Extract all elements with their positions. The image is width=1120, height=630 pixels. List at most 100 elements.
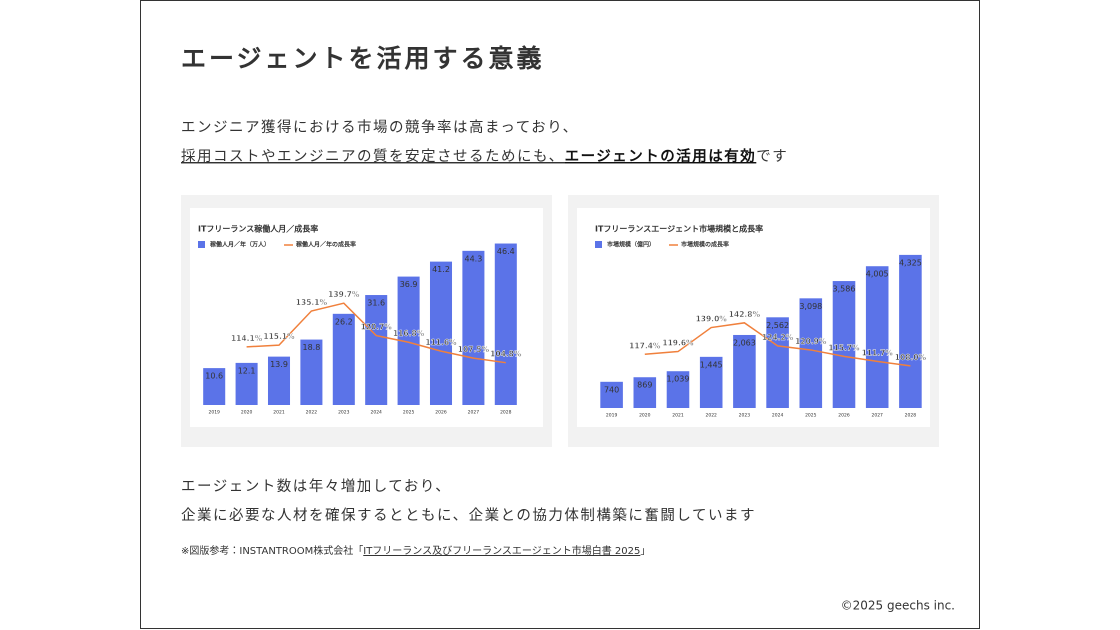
line-label: 104.8%	[490, 350, 522, 359]
line-label: 139.7%	[328, 290, 360, 299]
line-label: 142.8%	[729, 310, 761, 319]
bar	[397, 276, 420, 405]
body-line: エージェント数は年々増加しており、	[181, 478, 451, 495]
source: ※図版参考：INSTANTROOM株式会社「ITフリーランス及びフリーランスエー…	[181, 544, 650, 557]
x-tick-label: 2021	[273, 410, 285, 416]
bar-label: 2,562	[766, 321, 789, 330]
x-tick-label: 2027	[468, 410, 480, 416]
line-label: 135.1%	[296, 298, 328, 307]
bar	[332, 313, 355, 405]
line-label: 107.5%	[458, 345, 490, 354]
bar-label: 1,445	[700, 360, 723, 369]
bar-label: 18.8	[302, 343, 320, 352]
bar	[865, 266, 889, 408]
bar-label: 1,039	[667, 375, 690, 384]
x-tick-label: 2025	[805, 413, 817, 419]
chart-title: ITフリーランス稼働人月／成長率	[198, 224, 318, 234]
source-link: ITフリーランス及びフリーランスエージェント市場白書 2025	[363, 544, 640, 557]
x-tick-label: 2025	[403, 410, 415, 416]
lead-text: 採用コストやエンジニアの質を安定させるためにも、	[181, 147, 565, 165]
line-label: 117.4%	[629, 341, 661, 350]
bar	[365, 295, 388, 405]
line-label: 124.2%	[762, 333, 794, 342]
line-label: 108.0%	[895, 353, 927, 362]
x-tick-label: 2028	[500, 410, 512, 416]
bar	[203, 368, 226, 405]
line-label: 115.7%	[828, 343, 860, 352]
x-tick-label: 2022	[705, 413, 717, 419]
line-label: 115.1%	[263, 332, 295, 341]
bar	[267, 356, 291, 405]
legend-label: 稼働人月／年の成長率	[296, 241, 356, 249]
line-label: 120.7%	[361, 323, 393, 332]
bar-label: 2,063	[733, 338, 756, 347]
bar	[494, 243, 517, 405]
line-label: 139.0%	[696, 315, 728, 324]
bar-label: 13.9	[270, 360, 288, 369]
x-tick-label: 2026	[435, 410, 447, 416]
bar-label: 10.6	[205, 372, 223, 381]
bar-label: 44.3	[464, 254, 482, 263]
line-label: 114.1%	[231, 334, 263, 343]
bar-label: 36.9	[400, 280, 418, 289]
line-label: 120.9%	[795, 337, 827, 346]
bar-label: 3,098	[799, 302, 822, 311]
legend-swatch	[595, 241, 602, 248]
bar-label: 26.2	[335, 317, 353, 326]
source-text: ※図版参考：INSTANTROOM株式会社「	[181, 544, 363, 557]
x-tick-label: 2024	[772, 413, 784, 419]
bar-label: 3,586	[833, 285, 856, 294]
x-tick-label: 2026	[838, 413, 850, 419]
bar	[899, 254, 922, 408]
line-label: 111.6%	[425, 338, 457, 347]
bar-label: 4,005	[866, 270, 889, 279]
legend-label: 市場規模の成長率	[681, 241, 729, 249]
bar	[799, 298, 823, 408]
x-tick-label: 2019	[606, 413, 618, 419]
x-tick-label: 2027	[871, 413, 883, 419]
bar-label: 41.2	[432, 265, 450, 274]
line	[644, 322, 911, 367]
x-tick-label: 2028	[905, 413, 917, 419]
bar	[300, 339, 323, 405]
bar-label: 12.1	[238, 366, 256, 375]
bar-label: 46.4	[497, 247, 515, 256]
source-text: 」	[640, 546, 650, 557]
x-tick-label: 2021	[672, 413, 684, 419]
copyright: ©2025 geechs inc.	[841, 599, 955, 613]
lead-emphasis: エージェントの活用は有効	[565, 147, 757, 165]
bar	[666, 371, 690, 408]
bar	[832, 281, 856, 408]
lead-line: エンジニア獲得における市場の競争率は高まっており、	[181, 118, 579, 136]
lead-line: 採用コストやエンジニアの質を安定させるためにも、エージェントの活用は有効です	[181, 147, 788, 165]
x-tick-label: 2023	[338, 410, 350, 416]
bar	[235, 362, 258, 405]
title: エージェントを活用する意義	[181, 44, 545, 73]
x-tick-label: 2022	[306, 410, 318, 416]
legend-label: 市場規模（億円）	[607, 241, 655, 249]
bar-label: 4,325	[899, 258, 922, 267]
bar-label: 869	[637, 381, 652, 390]
bar-label: 31.6	[367, 299, 385, 308]
x-tick-label: 2019	[208, 410, 220, 416]
bar	[733, 334, 756, 408]
bar	[462, 250, 485, 405]
x-tick-label: 2020	[639, 413, 651, 419]
bar	[600, 381, 623, 408]
x-tick-label: 2023	[739, 413, 751, 419]
legend-swatch	[198, 241, 205, 248]
lead-text: です	[756, 148, 788, 165]
line-label: 119.6%	[662, 339, 694, 348]
chart-title: ITフリーランスエージェント市場規模と成長率	[595, 224, 763, 234]
x-tick-label: 2024	[370, 410, 382, 416]
line-label: 111.7%	[862, 348, 894, 357]
bar	[633, 377, 657, 408]
legend-label: 稼働人月／年（万人）	[210, 241, 270, 249]
line	[246, 302, 506, 364]
bar	[429, 261, 453, 405]
bar	[699, 356, 723, 408]
bar-label: 740	[604, 385, 619, 394]
